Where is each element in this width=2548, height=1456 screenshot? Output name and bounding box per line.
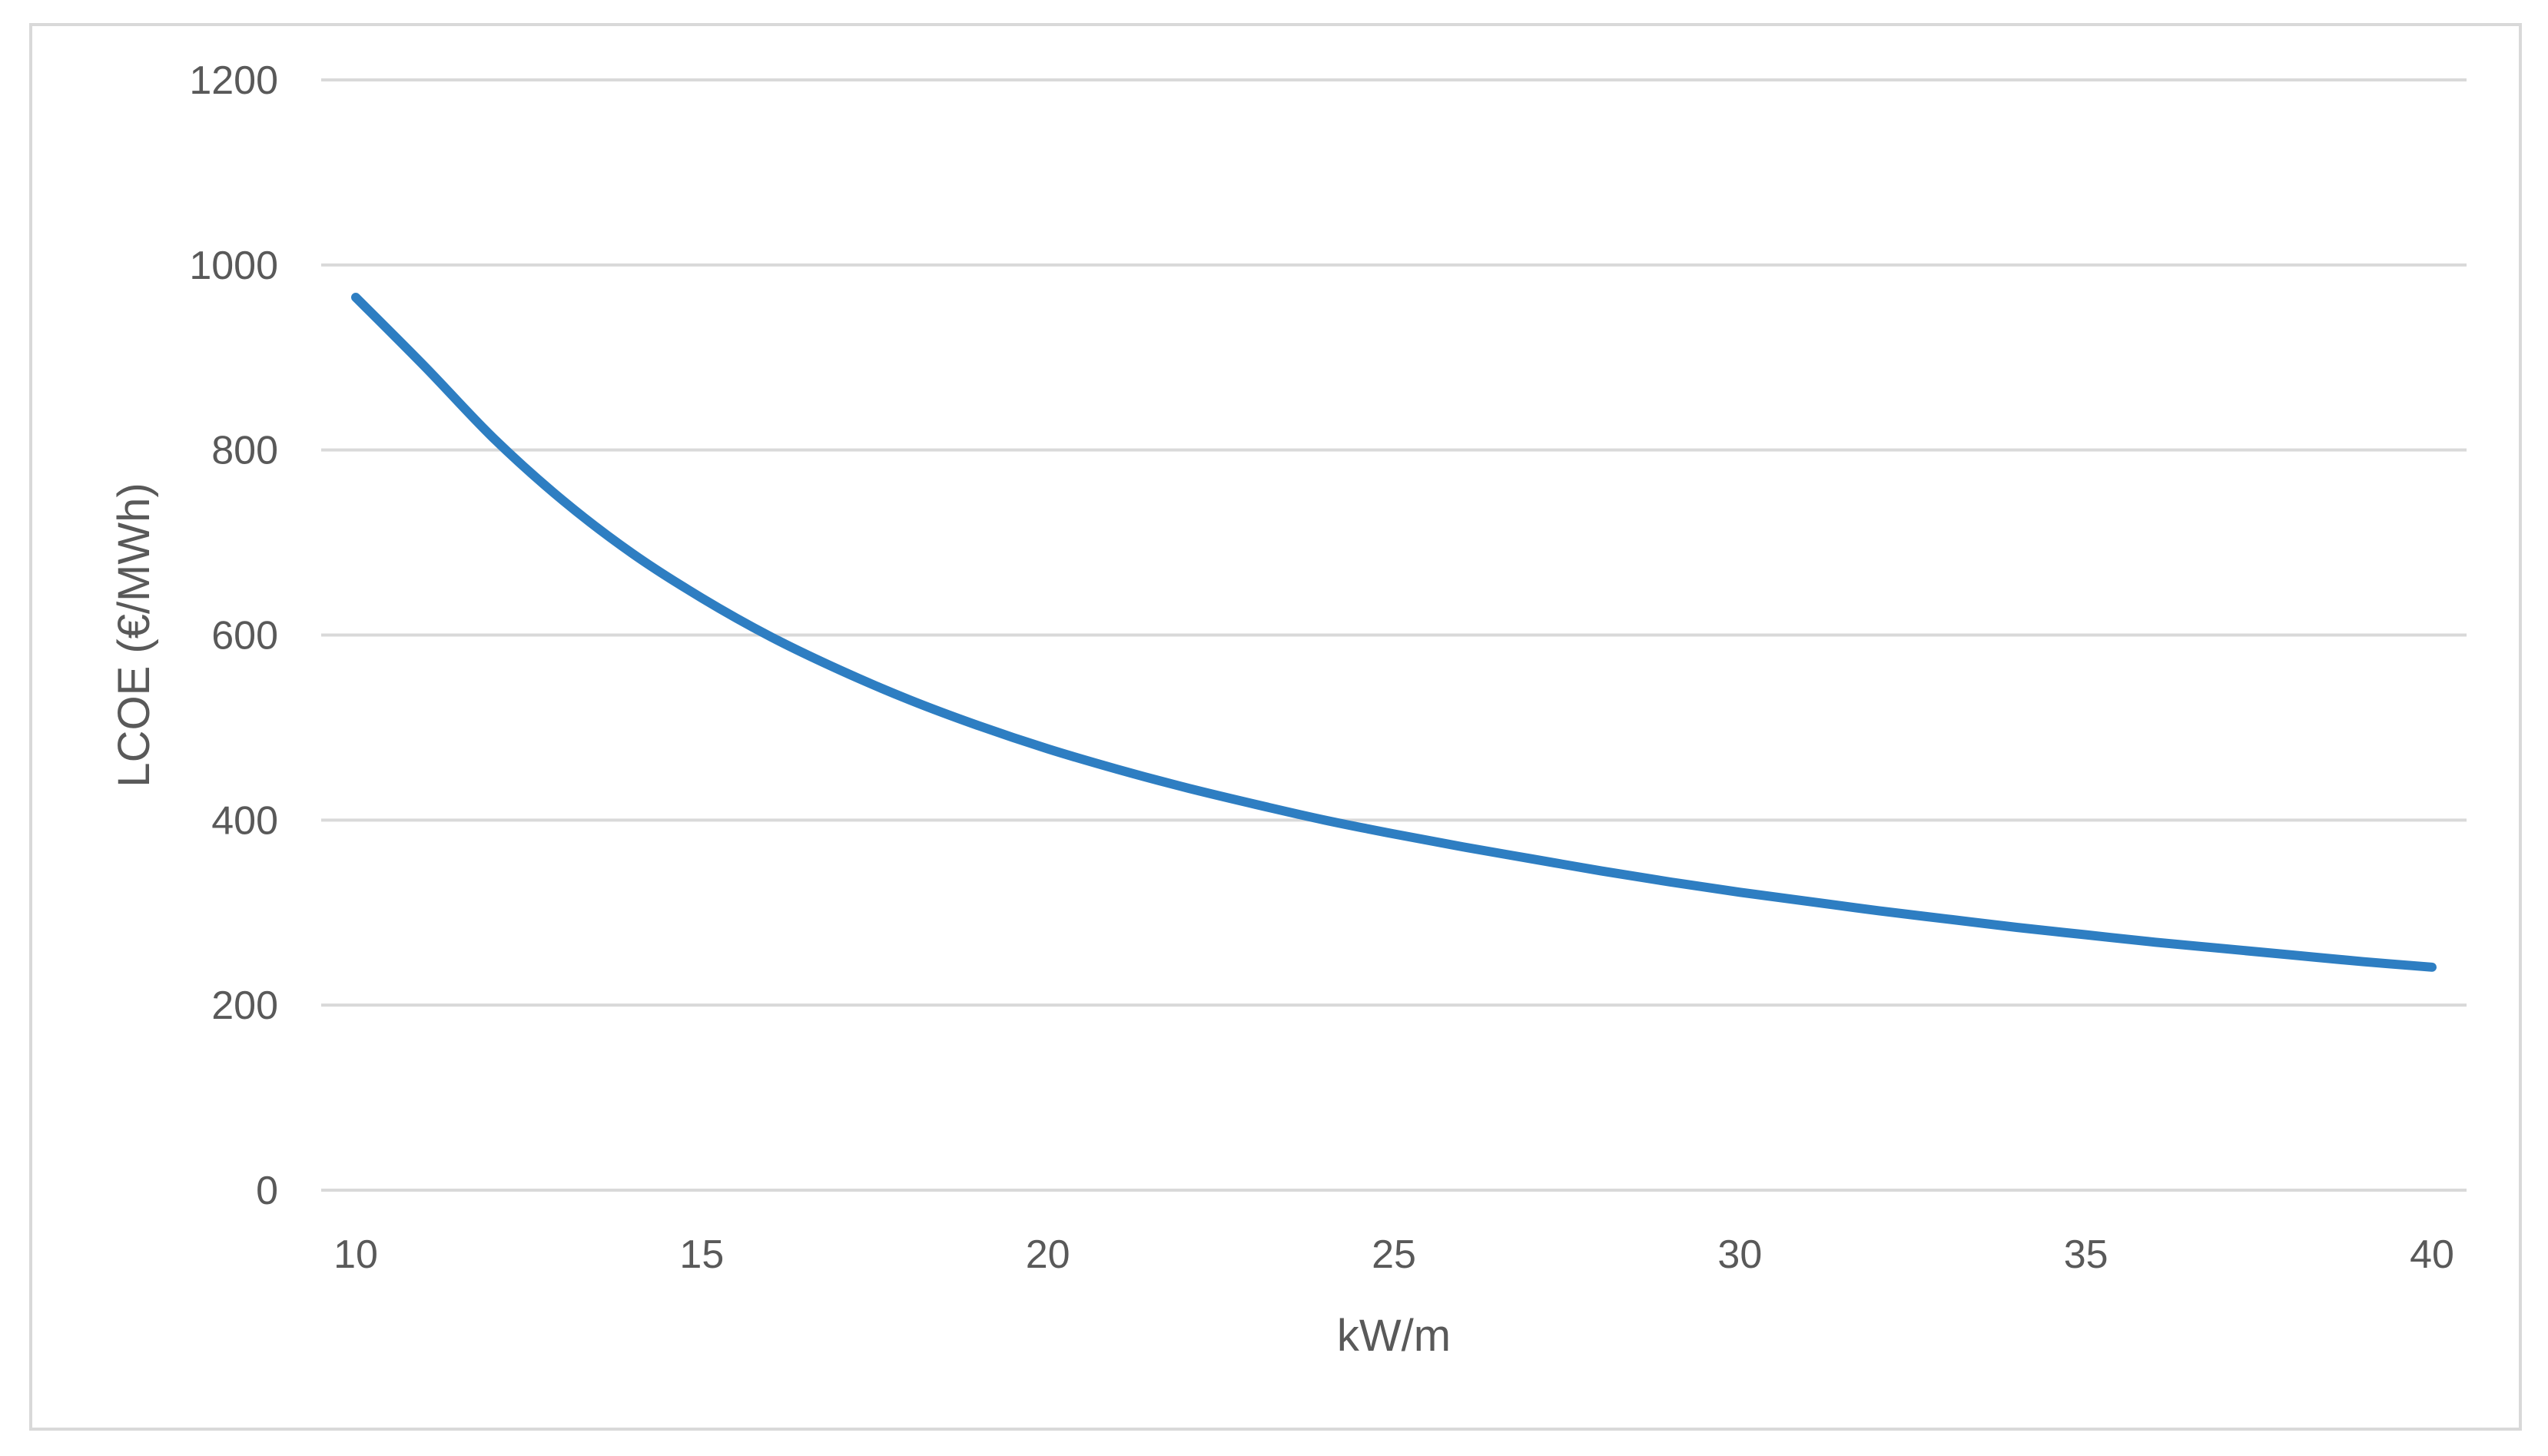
y-axis-title: LCOE (€/MWh)	[109, 483, 159, 787]
y-tick-label: 400	[211, 798, 278, 843]
x-tick-label: 40	[2410, 1232, 2454, 1277]
x-tick-label: 15	[679, 1232, 724, 1277]
y-tick-label: 1000	[189, 244, 278, 288]
x-tick-label: 30	[1717, 1232, 1762, 1277]
x-axis-tick-labels: 10 15 20 25 30 35 40	[333, 1232, 2454, 1277]
series-line	[351, 292, 2437, 972]
x-tick-label: 35	[2064, 1232, 2108, 1277]
y-axis-tick-labels: 0 200 400 600 800 1000 1200	[189, 58, 278, 1213]
gridlines	[321, 78, 2467, 1192]
y-tick-label: 600	[211, 614, 278, 658]
chart-frame	[29, 23, 2522, 1431]
series-layer	[351, 292, 2437, 972]
x-tick-label: 25	[1372, 1232, 1416, 1277]
x-tick-label: 20	[1026, 1232, 1070, 1277]
x-tick-label: 10	[333, 1232, 378, 1277]
y-tick-label: 0	[256, 1169, 278, 1213]
y-tick-label: 1200	[189, 58, 278, 103]
y-tick-label: 200	[211, 983, 278, 1028]
x-axis-title: kW/m	[1337, 1311, 1451, 1361]
y-tick-label: 800	[211, 429, 278, 473]
